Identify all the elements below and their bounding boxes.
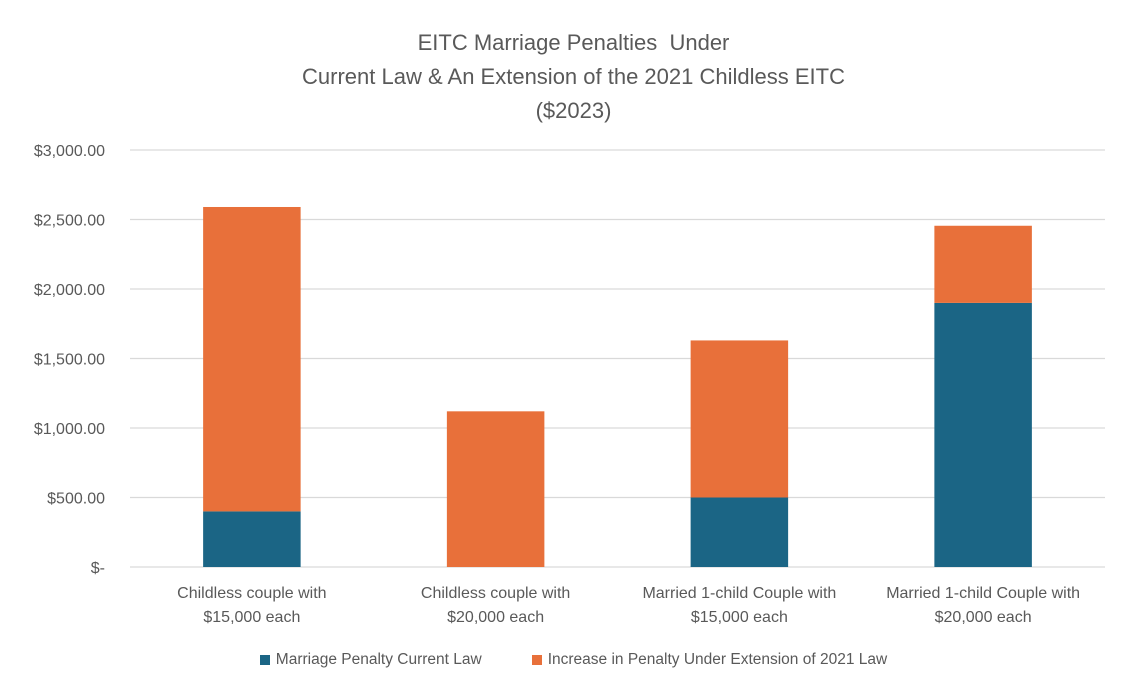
bar-extension-increase (934, 225, 1032, 303)
bar-extension-increase (203, 206, 301, 512)
y-tick-label: $- (91, 560, 105, 577)
chart-title-line-2: Current Law & An Extension of the 2021 C… (302, 64, 845, 89)
legend-swatch-current-law (259, 655, 270, 665)
y-tick-label: $500.00 (47, 491, 105, 508)
bar-current-law (690, 497, 789, 567)
y-tick-label: $1,000.00 (34, 421, 105, 438)
legend-swatch-extension (531, 655, 542, 665)
legend-item-extension: Increase in Penalty Under Extension of 2… (531, 651, 888, 669)
chart-title-line-3: ($2023) (535, 98, 612, 123)
legend: Marriage Penalty Current Law Increase in… (0, 651, 1147, 669)
y-tick-label: $2,500.00 (34, 213, 105, 230)
x-tick-label: $20,000 each (935, 609, 1032, 626)
x-tick-label: $15,000 each (203, 609, 300, 626)
x-tick-label: Childless couple with (177, 585, 326, 602)
bar-current-law (934, 302, 1032, 567)
y-tick-label: $2,000.00 (34, 282, 105, 299)
x-tick-label: Married 1-child Couple with (642, 585, 836, 602)
x-tick-label: Married 1-child Couple with (886, 585, 1080, 602)
chart-title: EITC Marriage Penalties Under Current La… (0, 26, 1147, 128)
x-tick-label: Childless couple with (421, 585, 570, 602)
bar-extension-increase (690, 340, 789, 498)
legend-label-extension: Increase in Penalty Under Extension of 2… (547, 651, 888, 668)
bar-current-law (203, 511, 301, 567)
x-tick-label: $15,000 each (691, 609, 788, 626)
legend-item-current-law: Marriage Penalty Current Law (259, 651, 482, 669)
chart-title-line-1: EITC Marriage Penalties Under (417, 30, 730, 55)
bar-extension-increase (446, 411, 545, 567)
x-tick-label: $20,000 each (447, 609, 544, 626)
y-tick-label: $1,500.00 (34, 352, 105, 369)
legend-label-current-law: Marriage Penalty Current Law (275, 651, 482, 668)
y-tick-label: $3,000.00 (34, 143, 105, 160)
